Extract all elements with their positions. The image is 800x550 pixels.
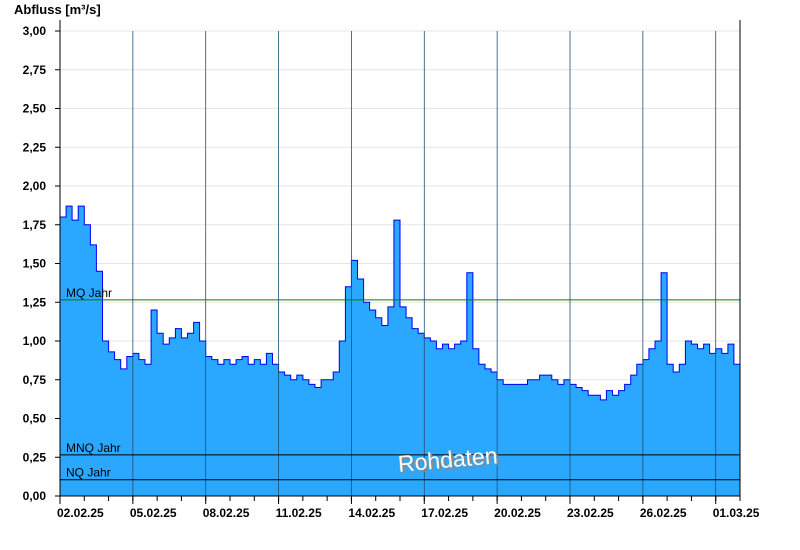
y-tick-label: 1,75 [23, 218, 47, 232]
y-tick-label: 2,25 [23, 140, 47, 154]
vertical-grid [132, 31, 717, 496]
x-tick-label: 14.02.25 [348, 506, 395, 520]
reference-line-label: NQ Jahr [66, 466, 111, 480]
y-tick-label: 0,00 [23, 489, 47, 503]
y-axis-title: Abfluss [m³/s] [14, 2, 101, 17]
reference-lines: MQ Jahr MNQ Jahr NQ Jahr [60, 286, 740, 481]
y-tick-label: 0,50 [23, 412, 47, 426]
x-tick-label: 26.02.25 [640, 506, 687, 520]
x-tick-label: 05.02.25 [130, 506, 177, 520]
y-tick-label: 1,25 [23, 295, 47, 309]
x-tick-label: 23.02.25 [567, 506, 614, 520]
reference-line-label: MQ Jahr [66, 286, 112, 300]
y-tick-label: 0,25 [23, 450, 47, 464]
x-tick-label: 17.02.25 [421, 506, 468, 520]
y-tick-label: 2,50 [23, 102, 47, 116]
y-tick-label: 2,00 [23, 179, 47, 193]
x-tick-label: 20.02.25 [494, 506, 541, 520]
axes: 0,00 0,25 0,50 0,75 1,00 1,25 1,50 1,75 2,00 2,25… [23, 20, 760, 520]
y-tick-label: 1,50 [23, 257, 47, 271]
x-tick-label: 01.03.25 [713, 506, 760, 520]
y-tick-label: 1,00 [23, 334, 47, 348]
x-tick-label: 11.02.25 [276, 506, 322, 520]
x-tick-label: 02.02.25 [57, 506, 104, 520]
y-tick-label: 0,75 [23, 373, 47, 387]
discharge-line [60, 205, 740, 401]
y-tick-label: 3,00 [23, 24, 47, 38]
y-tick-label: 2,75 [23, 63, 47, 77]
reference-line-label: MNQ Jahr [66, 441, 121, 455]
x-tick-label: 08.02.25 [203, 506, 250, 520]
